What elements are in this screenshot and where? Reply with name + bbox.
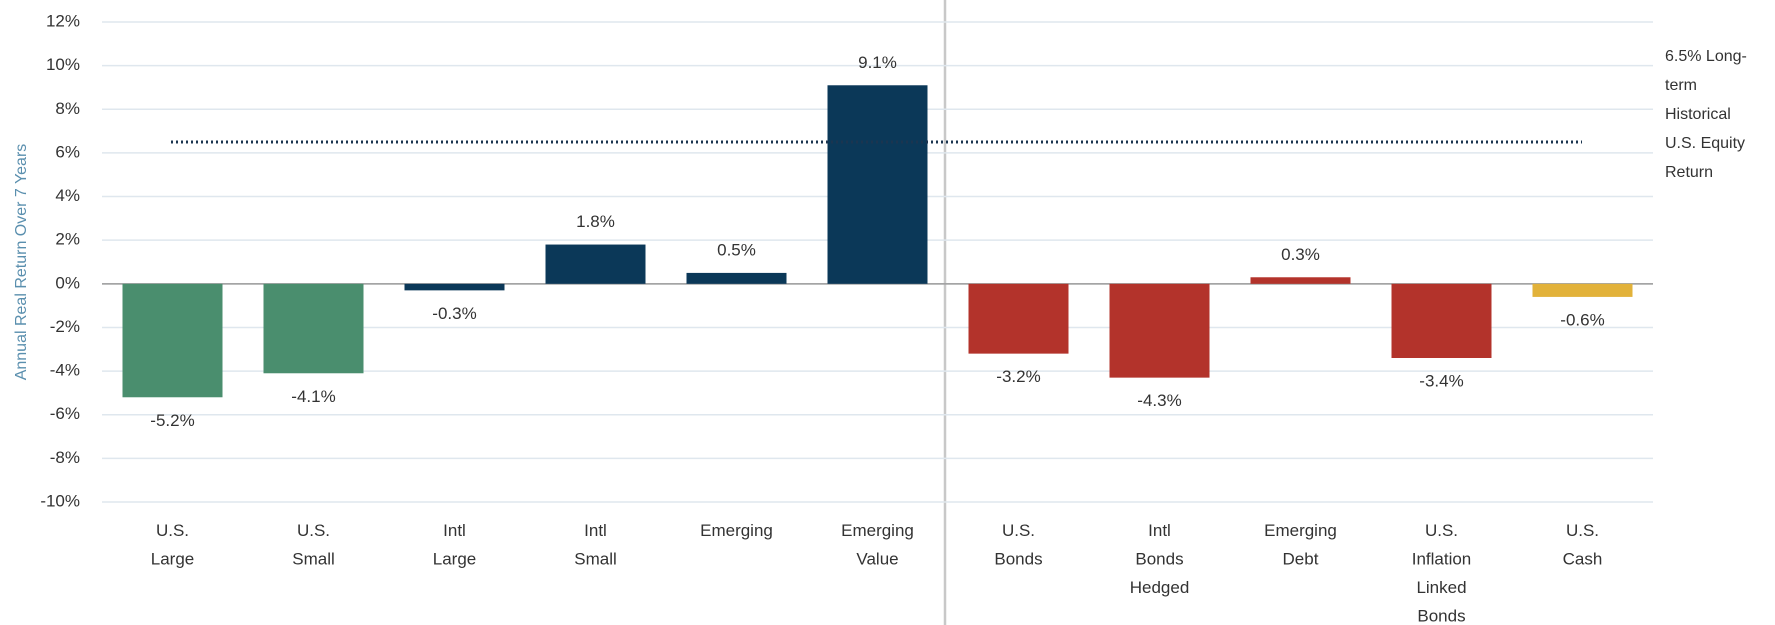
- y-tick-label: -6%: [50, 404, 80, 423]
- x-tick-label-line: Linked: [1416, 578, 1466, 597]
- bar: [1532, 283, 1633, 297]
- bar: [1250, 277, 1351, 284]
- y-tick-label: -4%: [50, 361, 80, 380]
- x-tick-label: Emerging Debt: [1264, 521, 1337, 569]
- y-tick-label: 0%: [55, 273, 80, 292]
- bar: [545, 244, 646, 284]
- x-tick-label-line: Hedged: [1130, 578, 1190, 597]
- x-tick-label-line: U.S.: [156, 521, 189, 540]
- x-tick-label-line: Intl: [584, 521, 607, 540]
- x-tick-label-line: Emerging: [700, 521, 773, 540]
- y-tick-label: 8%: [55, 99, 80, 118]
- x-tick-label-line: Large: [151, 550, 194, 569]
- x-tick-label: U.S. Small: [292, 521, 335, 569]
- reference-label-line: U.S. Equity: [1665, 135, 1745, 152]
- x-tick-label: Intl Bonds Hedged: [1130, 521, 1190, 597]
- y-tick-label: 2%: [55, 230, 80, 249]
- x-tick-label-line: Cash: [1563, 550, 1603, 569]
- x-tick-label: U.S. Large: [151, 521, 194, 569]
- value-label: 0.5%: [717, 240, 756, 259]
- value-label: -4.1%: [291, 387, 335, 406]
- bar: [1391, 283, 1492, 358]
- value-label: 1.8%: [576, 212, 615, 231]
- x-tick-label-line: Bonds: [1417, 607, 1465, 625]
- x-tick-label-line: Bonds: [994, 550, 1042, 569]
- x-tick-label-line: Bonds: [1135, 550, 1183, 569]
- bar: [263, 283, 364, 374]
- value-label: -0.3%: [432, 304, 476, 323]
- x-tick-label: U.S. Cash: [1563, 521, 1603, 569]
- y-tick-label: 6%: [55, 142, 80, 161]
- x-tick-label-line: Small: [292, 550, 335, 569]
- bar: [404, 283, 505, 291]
- x-tick-label-line: Emerging: [1264, 521, 1337, 540]
- y-tick-label: -8%: [50, 448, 80, 467]
- x-tick-label-line: U.S.: [1002, 521, 1035, 540]
- x-tick-label-line: U.S.: [1425, 521, 1458, 540]
- bar: [968, 283, 1069, 354]
- x-tick-label: U.S. Inflation Linked Bonds: [1412, 521, 1472, 625]
- y-tick-label: 10%: [46, 55, 80, 74]
- bar: [686, 272, 787, 284]
- x-tick-label-line: Emerging: [841, 521, 914, 540]
- value-label: -0.6%: [1560, 310, 1604, 329]
- x-tick-label-line: Intl: [1148, 521, 1171, 540]
- bar: [122, 283, 223, 398]
- y-tick-label: -2%: [50, 317, 80, 336]
- x-tick-label-line: Intl: [443, 521, 466, 540]
- value-label: 0.3%: [1281, 245, 1320, 264]
- value-label: -3.4%: [1419, 371, 1463, 390]
- bar: [1109, 283, 1210, 378]
- reference-label-line: Historical: [1665, 106, 1731, 123]
- value-label: -3.2%: [996, 367, 1040, 386]
- bar: [827, 85, 928, 284]
- x-tick-label-line: Debt: [1283, 550, 1319, 569]
- x-tick-label-line: Large: [433, 550, 476, 569]
- x-tick-label: U.S. Bonds: [994, 521, 1042, 569]
- x-tick-label-line: U.S.: [297, 521, 330, 540]
- value-label: 9.1%: [858, 53, 897, 72]
- reference-label-line: 6.5% Long-: [1665, 48, 1747, 65]
- x-tick-label: Emerging Value: [841, 521, 914, 569]
- x-tick-label: Intl Small: [574, 521, 617, 569]
- x-tick-label: Emerging: [700, 521, 773, 540]
- reference-label-line: term: [1665, 77, 1697, 94]
- x-tick-label-line: Small: [574, 550, 617, 569]
- x-tick-label-line: Value: [856, 550, 898, 569]
- x-tick-label-line: Inflation: [1412, 550, 1472, 569]
- y-tick-label: 12%: [46, 11, 80, 30]
- reference-label: 6.5% Long-term Historical U.S. Equity Retur…: [1665, 48, 1747, 181]
- y-tick-label: 4%: [55, 186, 80, 205]
- y-tick-label: -10%: [40, 491, 80, 510]
- x-tick-label: Intl Large: [433, 521, 476, 569]
- reference-label-line: Return: [1665, 164, 1713, 181]
- x-tick-label-line: U.S.: [1566, 521, 1599, 540]
- y-axis-label: Annual Real Return Over 7 Years: [13, 144, 30, 381]
- value-label: -4.3%: [1137, 391, 1181, 410]
- value-label: -5.2%: [150, 411, 194, 430]
